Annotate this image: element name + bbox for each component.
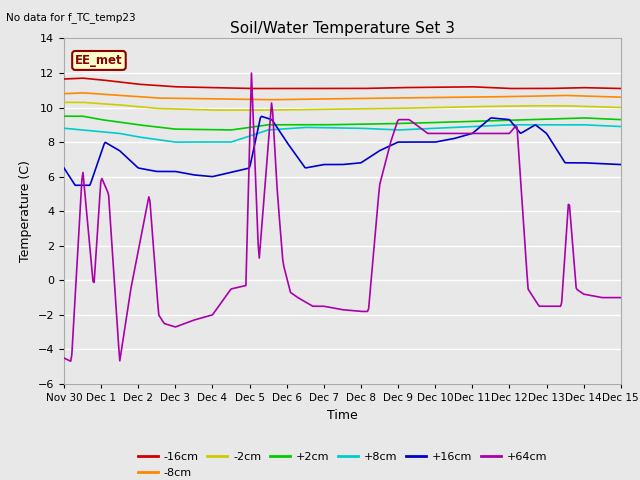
Text: EE_met: EE_met (75, 54, 123, 67)
Title: Soil/Water Temperature Set 3: Soil/Water Temperature Set 3 (230, 21, 455, 36)
Legend: -16cm, -8cm, -2cm, +2cm, +8cm, +16cm, +64cm: -16cm, -8cm, -2cm, +2cm, +8cm, +16cm, +6… (134, 448, 551, 480)
X-axis label: Time: Time (327, 408, 358, 421)
Text: No data for f_TC_temp23: No data for f_TC_temp23 (6, 12, 136, 23)
Y-axis label: Temperature (C): Temperature (C) (19, 160, 32, 262)
